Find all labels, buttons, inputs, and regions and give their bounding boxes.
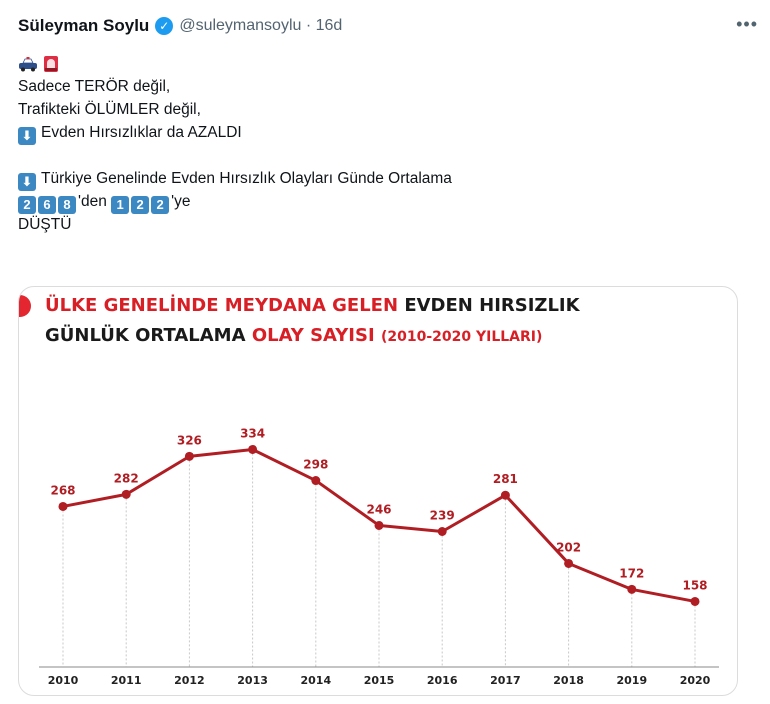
x-tick-label: 2018 [553,674,584,687]
x-tick-label: 2011 [111,674,142,687]
title-dark-part-2: GÜNLÜK ORTALAMA [45,325,246,346]
x-tick-label: 2013 [237,674,268,687]
red-marker-icon [19,295,31,317]
x-tick-label: 2010 [48,674,79,687]
tweet-numbers-line: 2 6 8'den 1 2 2'ye [18,190,452,214]
title-dark-part: EVDEN HIRSIZLIK [404,295,580,316]
data-label: 246 [366,502,391,516]
title-red-part-2: OLAY SAYISI [251,325,375,346]
data-point [690,596,700,606]
x-tick-label: 2014 [300,674,331,687]
data-point [248,444,258,454]
tweet-text: Sadece TERÖR değil, Trafikteki ÖLÜMLER d… [18,52,452,236]
tweet-line-4-text: Türkiye Genelinde Evden Hırsızlık Olayla… [41,170,452,187]
data-point [58,501,68,511]
keycap-1-icon: 1 [111,195,130,214]
data-point [121,489,131,499]
data-label: 298 [303,458,328,472]
data-label: 158 [682,578,707,592]
title-years: (2010-2020 YILLARI) [380,329,543,345]
from-suffix: 'den [78,193,107,210]
data-label: 282 [114,471,139,485]
tweet-line-1: Sadece TERÖR değil, [18,78,171,95]
data-point [311,476,321,486]
rotating-light-icon [44,55,58,72]
keycap-2-icon: 2 [131,195,150,214]
data-label: 268 [50,483,75,497]
chart-title-line-1: ÜLKE GENELİNDE MEYDANA GELEN EVDEN HIRSI… [45,291,580,321]
data-label: 202 [556,540,581,554]
tweet-line-4: ⬇ Türkiye Genelinde Evden Hırsızlık Olayl… [18,167,452,191]
author-name[interactable]: Süleyman Soylu [18,16,150,35]
x-tick-label: 2020 [680,674,711,687]
tweet-last-line: DÜŞTÜ [18,216,72,233]
title-red-part: ÜLKE GENELİNDE MEYDANA GELEN [45,295,399,316]
x-tick-label: 2012 [174,674,205,687]
data-label: 326 [177,433,202,447]
data-point [184,451,194,461]
tweet-line-2: Trafikteki ÖLÜMLER değil, [18,101,201,118]
tweet-header: Süleyman Soylu ✓ @suleymansoylu · 16d [18,14,752,38]
author-handle-time[interactable]: @suleymansoylu · 16d [179,17,343,34]
keycap-2-icon: 2 [18,195,36,214]
keycap-2-icon: 2 [151,195,170,214]
data-point [500,490,510,500]
data-point [374,520,384,530]
tweet-line-3-text: Evden Hırsızlıklar da AZALDI [41,124,242,141]
police-car-icon [19,56,37,71]
data-point [627,584,637,594]
x-tick-label: 2017 [490,674,521,687]
more-options-icon[interactable]: ••• [736,14,758,34]
chart-title-line-2: GÜNLÜK ORTALAMA OLAY SAYISI (2010-2020 Y… [45,321,580,352]
keycap-8-icon: 8 [58,195,76,214]
line-chart: 268 282 326 334 298 246 239 281 202 172 158 2010 201… [39,426,719,687]
x-tick-label: 2015 [364,674,395,687]
tweet-media-image[interactable]: ÜLKE GENELİNDE MEYDANA GELEN EVDEN HIRSI… [18,286,738,696]
down-arrow-icon: ⬇ [18,126,36,145]
data-point [564,558,574,568]
x-tick-label: 2019 [616,674,647,687]
data-label: 334 [240,426,265,440]
keycap-6-icon: 6 [38,195,56,214]
tweet-line-3: ⬇ Evden Hırsızlıklar da AZALDI [18,121,452,145]
data-label: 239 [430,509,455,523]
chart-title: ÜLKE GENELİNDE MEYDANA GELEN EVDEN HIRSI… [45,291,580,352]
verified-badge-icon: ✓ [155,17,174,35]
to-suffix: 'ye [171,193,191,210]
tweet-spacer [18,144,452,167]
down-arrow-icon: ⬇ [18,172,36,191]
data-label: 281 [493,472,518,486]
emoji-row [18,52,452,75]
data-label: 172 [619,566,644,580]
data-point [437,527,447,536]
x-tick-label: 2016 [427,674,458,687]
